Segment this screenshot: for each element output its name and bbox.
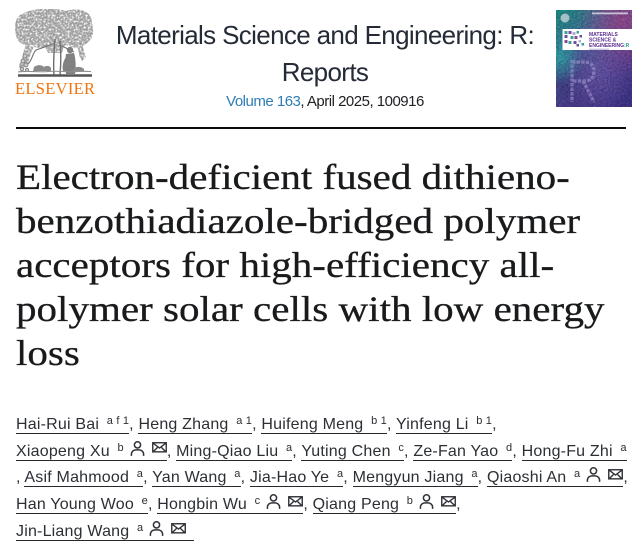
svg-text:MATERIALS: MATERIALS [589,32,618,38]
svg-text:SCIENCE &: SCIENCE & [589,38,617,44]
svg-text:ENGINEERING:R: ENGINEERING:R [589,43,630,49]
